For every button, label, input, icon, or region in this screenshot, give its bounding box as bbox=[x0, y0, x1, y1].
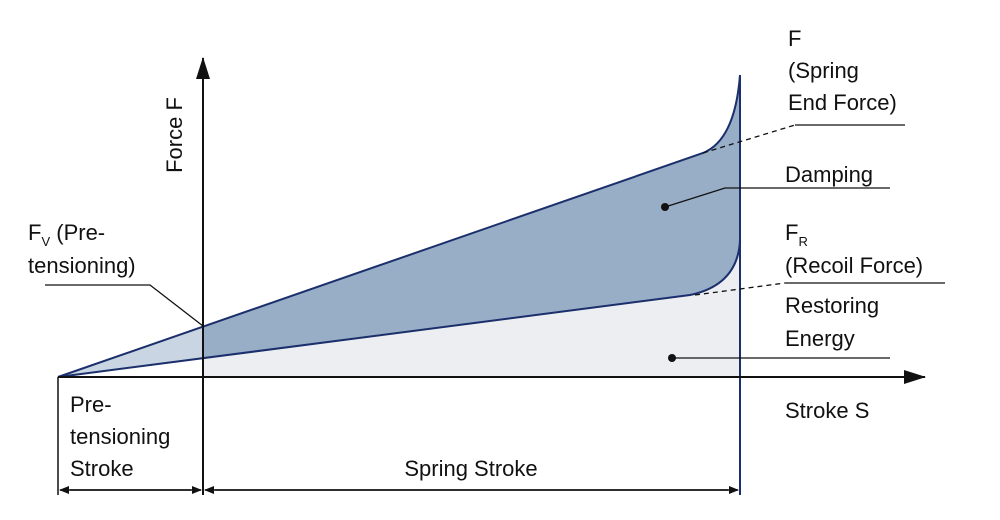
label: Spring Stroke bbox=[404, 456, 537, 481]
label: tensioning) bbox=[28, 253, 136, 278]
label: Energy bbox=[785, 326, 855, 351]
label-text: (Pre- bbox=[50, 220, 105, 245]
symbol: F bbox=[28, 220, 41, 245]
y-axis-label: Force F bbox=[162, 97, 187, 173]
label: (Recoil Force) bbox=[785, 253, 923, 278]
label: tensioning bbox=[70, 424, 170, 449]
leader bbox=[664, 187, 890, 208]
leader bbox=[702, 124, 796, 154]
label: (Spring bbox=[788, 58, 859, 83]
leader-dot bbox=[661, 203, 669, 211]
label: Stroke bbox=[70, 456, 134, 481]
x-axis-label: Stroke S bbox=[785, 398, 869, 423]
leader bbox=[45, 284, 204, 327]
symbol: F bbox=[785, 220, 798, 245]
label: Pre- bbox=[70, 392, 112, 417]
label: FV (Pre- bbox=[28, 220, 105, 249]
leader-dot bbox=[668, 354, 676, 362]
label: Damping bbox=[785, 162, 873, 187]
label: End Force) bbox=[788, 90, 897, 115]
subscript: V bbox=[41, 234, 50, 249]
label: Restoring bbox=[785, 293, 879, 318]
damping-region bbox=[203, 75, 740, 358]
label: FR bbox=[785, 220, 808, 249]
label: F bbox=[788, 26, 801, 51]
recoil-curve bbox=[57, 239, 741, 378]
subscript: R bbox=[798, 234, 807, 249]
leader bbox=[694, 282, 786, 296]
restoring-region bbox=[203, 240, 740, 377]
